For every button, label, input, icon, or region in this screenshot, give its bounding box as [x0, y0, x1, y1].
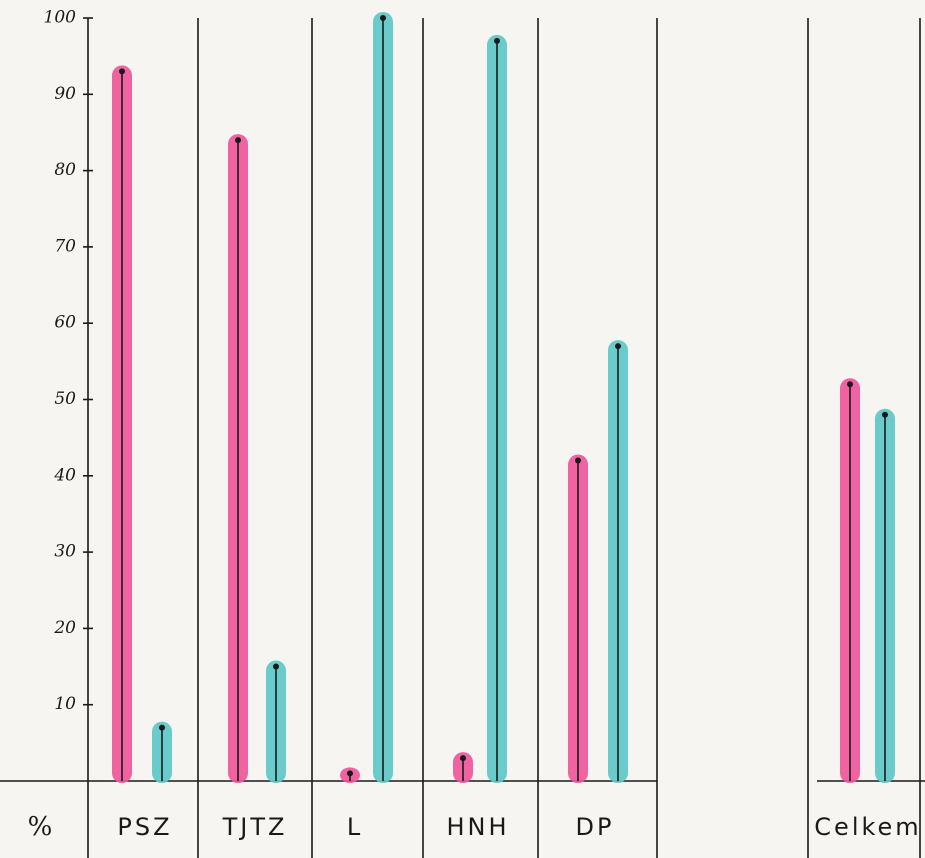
- x-tick-label: HNH: [446, 813, 509, 841]
- y-tick-label: 20: [53, 618, 76, 638]
- bar-tip: [235, 137, 241, 143]
- x-tick-label: Celkem: [814, 813, 921, 841]
- y-tick-label: 100: [44, 8, 77, 28]
- bar-tip: [882, 412, 888, 418]
- y-tick-label: 90: [54, 84, 76, 104]
- y-tick-label: 60: [54, 313, 76, 333]
- bar: [228, 134, 248, 783]
- bar: [487, 35, 507, 783]
- bar-tip: [615, 343, 621, 349]
- paper: [0, 0, 925, 858]
- bar: [875, 409, 895, 783]
- y-tick-label: 70: [54, 236, 76, 256]
- bar: [453, 752, 473, 783]
- bar: [840, 378, 860, 783]
- x-tick-label: L: [347, 813, 363, 841]
- chart: % 10 20 30 40 50 60 70 80 90 100 PSZ TJTZ L HNH DP Celk…: [0, 0, 925, 858]
- bar-tip: [119, 68, 125, 74]
- bar: [608, 340, 628, 783]
- bar-tip: [380, 15, 386, 21]
- bar: [568, 455, 588, 783]
- y-tick-label: 50: [54, 389, 76, 409]
- bar: [112, 65, 132, 783]
- x-tick-label: PSZ: [117, 813, 172, 841]
- y-axis-label: %: [28, 812, 53, 842]
- x-tick-label: DP: [576, 813, 615, 841]
- bar-tip: [847, 381, 853, 387]
- bar: [373, 12, 393, 783]
- y-tick-label: 30: [54, 542, 76, 562]
- bar-tip: [494, 38, 500, 44]
- bar-tip: [273, 664, 279, 670]
- x-tick-label: TJTZ: [222, 813, 288, 841]
- bar-tip: [460, 755, 466, 761]
- y-tick-label: 80: [54, 160, 76, 180]
- bar-tip: [159, 725, 165, 731]
- y-tick-label: 40: [53, 465, 76, 485]
- bar: [340, 767, 360, 783]
- bar-tip: [347, 770, 353, 776]
- bar: [266, 661, 286, 783]
- bar: [152, 722, 172, 783]
- bar-tip: [575, 458, 581, 464]
- y-tick-label: 10: [54, 694, 76, 714]
